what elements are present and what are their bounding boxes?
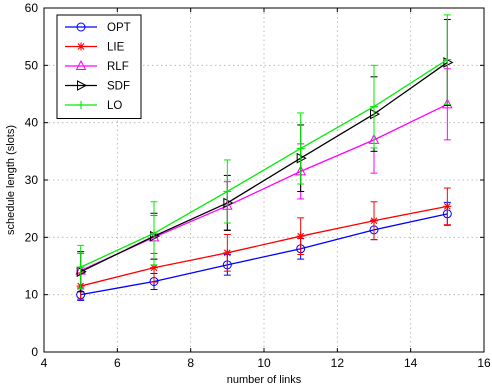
data-point <box>150 229 158 238</box>
axis-ticks: 4 6 8 10 12 14 16 0 10 20 30 40 50 60 <box>25 1 491 370</box>
data-point <box>77 101 85 109</box>
legend-label: SDF <box>107 81 130 93</box>
data-point <box>223 197 234 209</box>
data-point <box>296 152 307 164</box>
x-axis-label: number of links <box>227 374 302 386</box>
marker-stroke <box>370 217 378 225</box>
marker-stroke <box>150 264 158 272</box>
data-point <box>442 98 453 109</box>
y-tick-label: 30 <box>25 173 39 187</box>
legend-entry-rlf: RLF <box>65 59 129 73</box>
legend-box <box>56 14 142 119</box>
legend-entry-lo: LO <box>65 100 122 112</box>
series-lie <box>76 187 452 300</box>
data-point <box>370 108 381 120</box>
data-point <box>150 263 158 272</box>
marker-stroke <box>223 249 231 257</box>
y-tick-label: 10 <box>25 288 39 302</box>
data-point <box>370 216 378 225</box>
data-point <box>223 187 232 196</box>
series-line <box>80 205 448 287</box>
marker-stroke <box>443 202 451 210</box>
y-tick-label: 0 <box>31 345 38 359</box>
legend: OPT LIE RLF SDF LO <box>56 14 142 119</box>
x-tick-label: 14 <box>404 356 418 370</box>
data-point <box>150 230 161 242</box>
marker-stroke <box>297 232 305 240</box>
data-point <box>76 263 85 272</box>
x-tick-label: 6 <box>114 356 121 370</box>
series-line <box>80 213 448 296</box>
data-point <box>223 248 232 257</box>
series-line <box>80 61 448 273</box>
x-tick-label: 10 <box>257 356 271 370</box>
data-point <box>370 102 378 111</box>
y-tick-label: 20 <box>25 230 39 244</box>
data-point <box>76 266 87 278</box>
data-point <box>77 80 88 91</box>
data-point <box>443 202 452 211</box>
series-layer <box>75 14 454 301</box>
marker-stroke <box>77 43 85 50</box>
data-point <box>296 232 305 241</box>
series-line <box>80 59 448 268</box>
y-tick-label: 50 <box>25 58 39 72</box>
data-point <box>296 144 305 153</box>
legend-entry-opt: OPT <box>65 22 131 34</box>
legend-label: LO <box>107 100 122 112</box>
x-tick-label: 4 <box>41 356 48 370</box>
y-tick-label: 40 <box>25 116 39 130</box>
legend-entry-sdf: SDF <box>65 80 130 93</box>
legend-entry-lie: LIE <box>65 42 125 54</box>
data-point <box>76 22 86 32</box>
y-axis-label: schedule length (slots) <box>5 125 17 235</box>
y-tick-label: 60 <box>25 1 39 15</box>
data-point <box>443 55 452 64</box>
x-tick-label: 16 <box>477 356 491 370</box>
x-tick-label: 12 <box>331 356 345 370</box>
x-tick-label: 8 <box>187 356 194 370</box>
series-lo <box>76 14 452 290</box>
legend-label: LIE <box>107 42 125 54</box>
legend-label: OPT <box>107 22 131 34</box>
series-line <box>80 103 448 272</box>
data-point <box>75 59 87 70</box>
legend-label: RLF <box>107 61 129 73</box>
data-point <box>77 42 85 51</box>
